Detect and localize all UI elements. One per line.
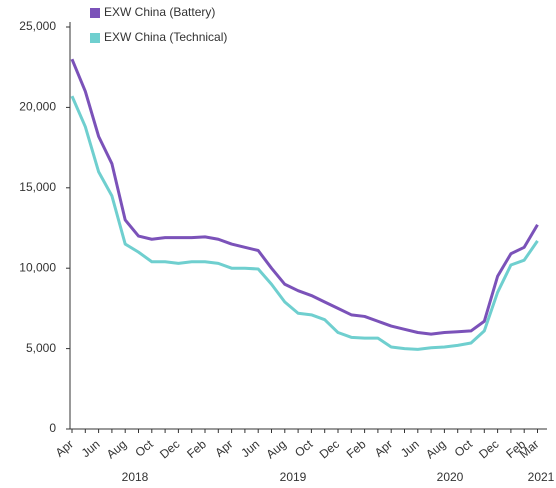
y-tick-label: 15,000 [19,180,56,194]
y-tick-label: 0 [49,421,56,435]
x-tick-label: Jun [79,437,103,460]
x-group-label: 2018 [122,470,149,484]
x-tick-label: Aug [423,437,448,461]
x-tick-label: Feb [344,437,369,461]
x-tick-label: Dec [476,437,501,461]
legend-swatch [90,8,100,18]
legend-swatch [90,33,100,43]
y-tick-label: 25,000 [19,19,56,33]
x-tick-label: Apr [372,437,395,460]
y-tick-label: 20,000 [19,100,56,114]
x-tick-label: Dec [317,437,342,461]
x-tick-label: Dec [157,437,182,461]
x-tick-label: Jun [398,437,422,460]
y-tick-label: 10,000 [19,260,56,274]
x-group-label: 2020 [437,470,464,484]
x-tick-label: Oct [132,437,156,460]
x-group-label: 2019 [280,470,307,484]
x-tick-label: Jun [238,437,262,460]
y-tick-label: 5,000 [26,341,56,355]
line [70,95,539,351]
x-tick-label: Oct [292,437,316,460]
x-tick-label: Aug [263,437,288,461]
x-tick-label: Aug [104,437,129,461]
x-tick-label: Oct [452,437,476,460]
legend-label: EXW China (Battery) [104,5,215,19]
x-tick-label: Apr [212,437,235,460]
line [70,58,539,336]
x-group-label: 2021 [528,470,555,484]
x-tick-label: Feb [184,437,209,461]
x-tick-label: Apr [53,437,76,460]
legend-label: EXW China (Technical) [104,30,227,44]
